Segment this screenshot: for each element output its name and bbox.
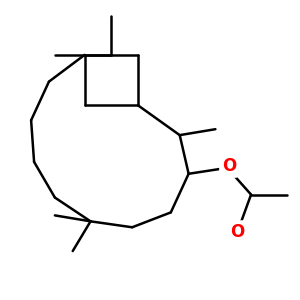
- Text: O: O: [222, 157, 236, 175]
- Text: O: O: [231, 223, 245, 241]
